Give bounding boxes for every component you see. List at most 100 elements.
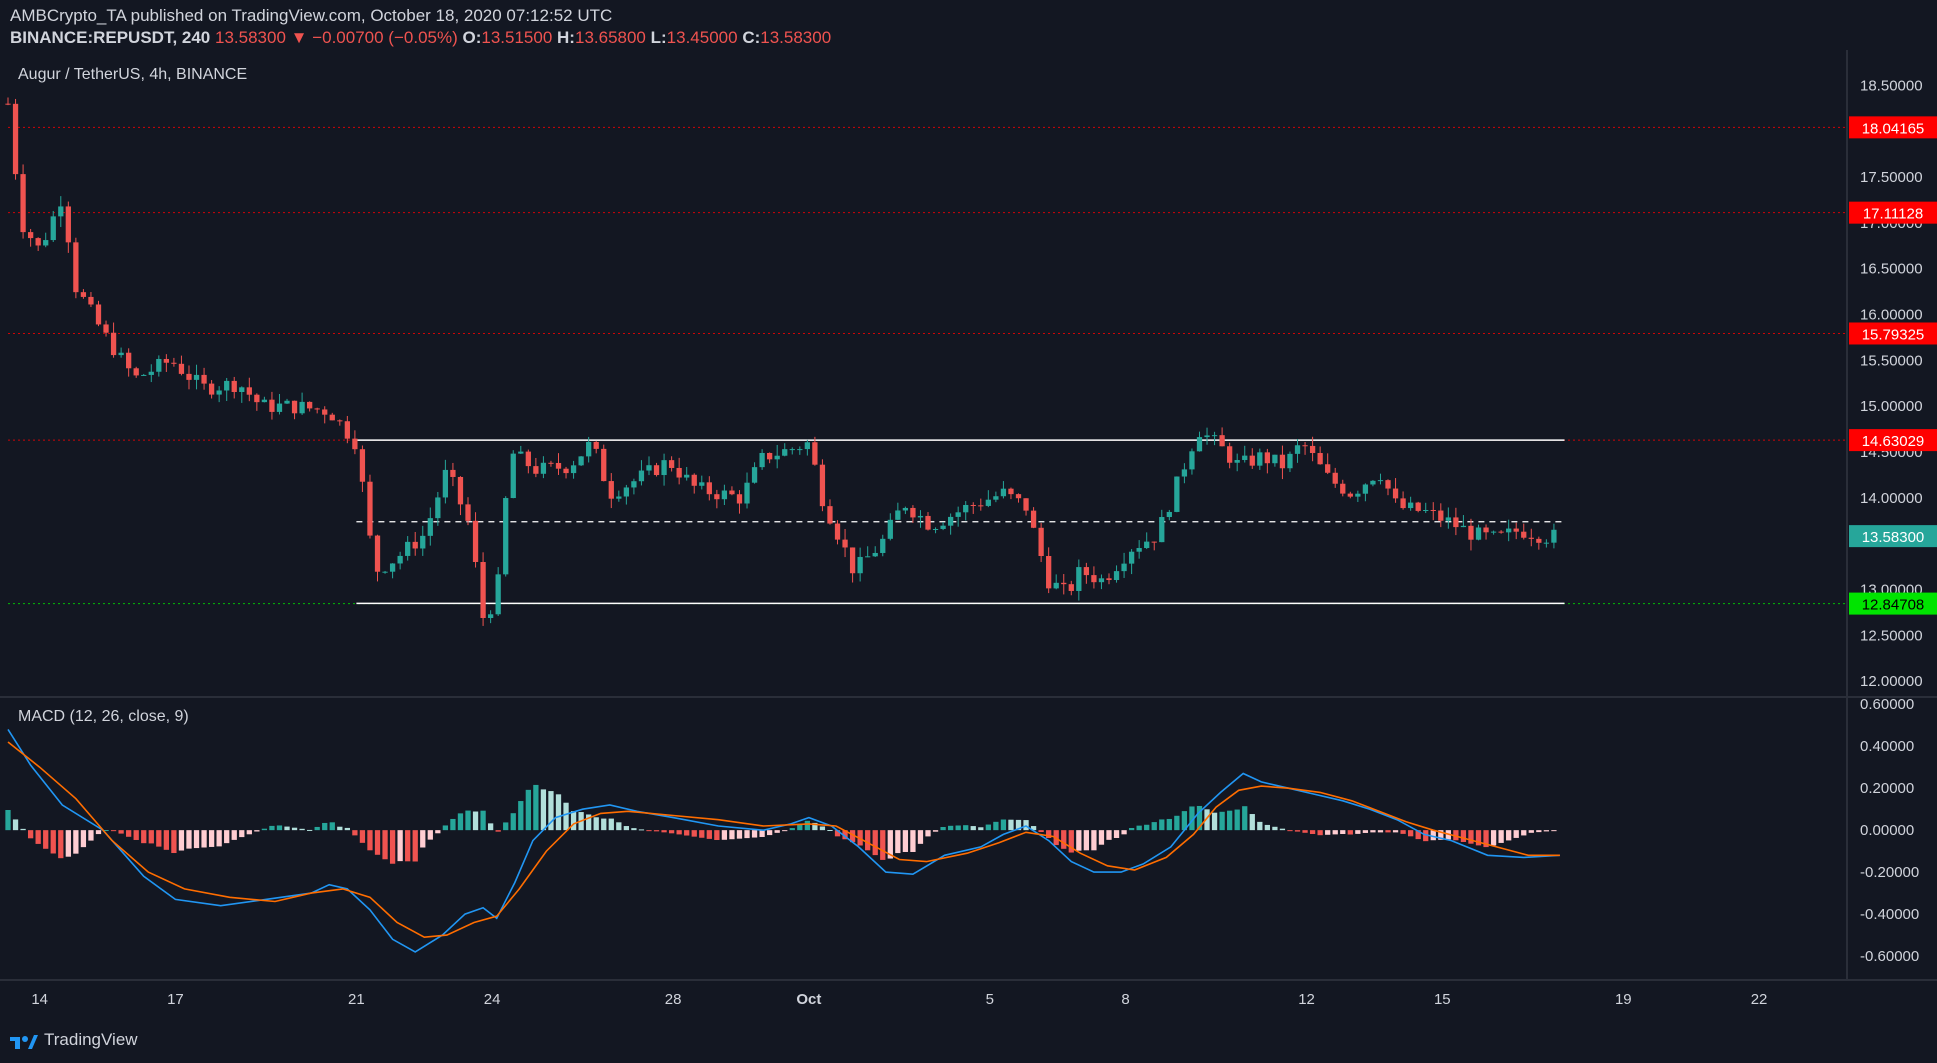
macd-histogram-bar [1506, 830, 1512, 841]
price-level-tag [1849, 592, 1937, 615]
candle-body [1106, 578, 1112, 581]
candle-body [1347, 493, 1353, 497]
time-axis-tick-label: 24 [484, 991, 501, 1008]
macd-histogram-bar [480, 810, 486, 831]
macd-histogram-bar [1174, 815, 1180, 831]
macd-axis-tick-label: -0.20000 [1860, 864, 1919, 881]
macd-histogram-bar [623, 826, 630, 831]
price-axis-tick-label: 16.00000 [1860, 307, 1923, 324]
macd-histogram-bar [1000, 819, 1007, 831]
time-axis-tick-label: Oct [796, 991, 821, 1008]
candle-body [880, 538, 886, 553]
candle-body [684, 474, 690, 478]
candle-body [261, 399, 268, 403]
macd-histogram-bar [789, 828, 795, 831]
candle-body [1370, 480, 1376, 485]
macd-histogram-bar [1543, 830, 1550, 832]
candle-body [1453, 517, 1459, 528]
price-level-tag-label: 13.58300 [1862, 529, 1925, 546]
candle-body [1438, 510, 1444, 521]
candle-body [1015, 494, 1022, 499]
symbol-label[interactable]: BINANCE:REPUSDT, 240 [10, 28, 211, 47]
candle-body [548, 462, 554, 464]
candle-body [171, 362, 177, 364]
tradingview-brand[interactable]: TradingView [10, 1030, 138, 1050]
macd-histogram-bar [43, 830, 49, 849]
macd-histogram-bar [985, 824, 991, 831]
macd-histogram-bar [684, 830, 690, 836]
time-axis-tick-label: 15 [1434, 991, 1451, 1008]
candle-body [276, 403, 283, 412]
high-value: 13.65800 [574, 28, 646, 47]
candle-body [1128, 551, 1135, 564]
macd-histogram-bar [865, 830, 871, 851]
macd-histogram-bar [631, 828, 637, 831]
macd-histogram-bar [359, 830, 366, 843]
time-axis-tick-label: 22 [1751, 991, 1768, 1008]
candle-body [1008, 488, 1014, 495]
last-price: 13.58300 [215, 28, 286, 47]
candle-body [631, 481, 637, 488]
macd-histogram-bar [593, 817, 599, 831]
macd-histogram-bar [50, 830, 56, 854]
candle-body [1362, 484, 1369, 494]
candle-body [721, 490, 728, 500]
candle-body [1098, 578, 1105, 583]
macd-histogram-bar [1498, 830, 1504, 843]
macd-histogram-bar [344, 827, 350, 831]
macd-histogram-bar [163, 830, 170, 850]
candle-body [231, 380, 237, 393]
candle-body [156, 358, 162, 372]
candle-body [314, 408, 320, 410]
candle-body [887, 519, 893, 539]
time-axis-tick-label: 12 [1298, 991, 1315, 1008]
candle-body [963, 504, 969, 513]
candle-body [518, 451, 524, 454]
candle-body [638, 470, 645, 482]
candle-body [993, 496, 999, 500]
macd-histogram-bar [932, 830, 939, 832]
macd-histogram-bar [721, 830, 728, 840]
candle-body [1468, 525, 1474, 540]
macd-histogram-bar [276, 825, 283, 831]
macd-histogram-bar [126, 830, 132, 837]
symbol-ohlc-line: BINANCE:REPUSDT, 240 13.58300 ▼ −0.00700… [10, 28, 831, 48]
signal-line [7, 741, 1560, 939]
candle-body [970, 504, 976, 506]
macd-histogram-bar [699, 830, 705, 838]
candle-body [1430, 509, 1436, 511]
macd-histogram-bar [819, 826, 826, 831]
candle-body [337, 420, 343, 422]
candle-body [412, 541, 418, 549]
macd-axis-tick-label: -0.40000 [1860, 906, 1919, 923]
macd-histogram-bar [291, 827, 298, 831]
candle-body [1423, 509, 1429, 511]
macd-histogram-bar [1264, 824, 1270, 831]
candle-body [1513, 528, 1519, 532]
macd-histogram-bar [382, 830, 388, 860]
candle-body [1038, 527, 1044, 557]
candle-body [503, 498, 509, 575]
macd-histogram-bar [88, 830, 94, 841]
price-axis-tick-label: 17.50000 [1860, 169, 1923, 186]
macd-histogram-bar [1528, 830, 1534, 833]
candle-body [397, 555, 403, 564]
macd-histogram-bar [1279, 828, 1286, 831]
candle-body [118, 352, 124, 356]
macd-histogram-bar [917, 830, 924, 844]
candle-body [1181, 469, 1188, 477]
publisher-line: AMBCrypto_TA published on TradingView.co… [10, 6, 613, 25]
macd-histogram-bar [1340, 830, 1346, 834]
candle-body [895, 510, 901, 520]
price-level-tag [1849, 525, 1937, 548]
macd-histogram-bar [1023, 820, 1029, 831]
candle-body [291, 400, 298, 414]
macd-histogram-bar [1151, 822, 1157, 831]
macd-histogram-bar [1257, 821, 1263, 831]
candle-body [1377, 480, 1384, 482]
tradingview-logo-icon [10, 1034, 38, 1049]
candle-body [1332, 472, 1338, 484]
macd-histogram-bar [729, 830, 735, 840]
candle-body [480, 562, 486, 618]
